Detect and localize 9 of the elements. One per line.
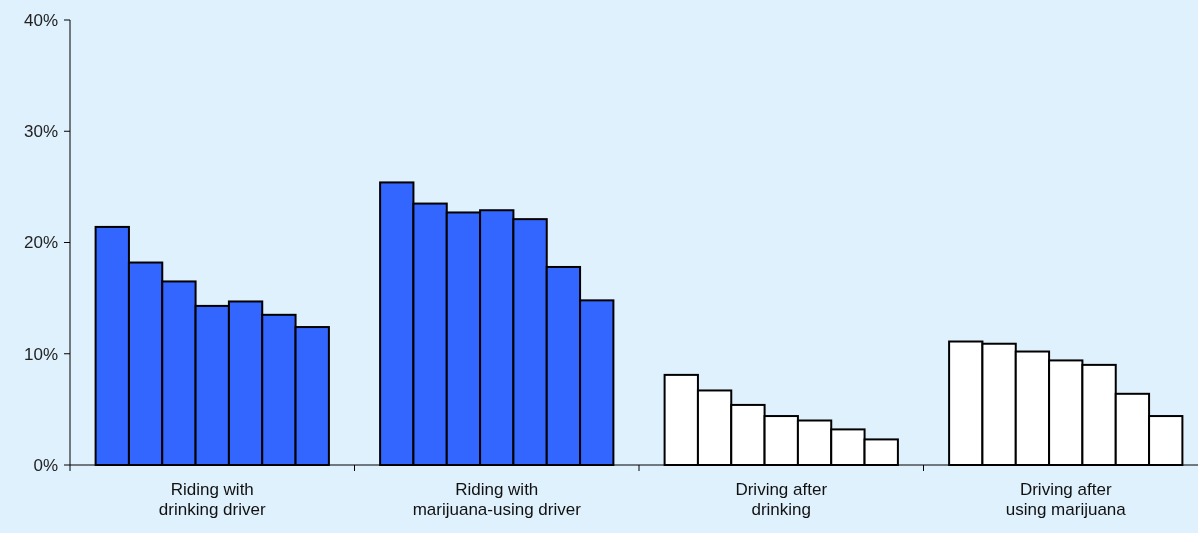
x-tick-label: Driving after using marijuana xyxy=(1005,480,1127,519)
x-tick-label: Riding with marijuana-using driver xyxy=(412,480,582,519)
x-tick-label: Driving after drinking xyxy=(735,480,828,519)
y-tick-label: 40% xyxy=(23,10,58,30)
y-tick-label: 30% xyxy=(23,122,58,142)
y-tick-label: 10% xyxy=(23,344,58,364)
y-tick-label: 20% xyxy=(23,233,58,253)
y-tick-label: 0% xyxy=(33,455,58,475)
x-tick-label: Riding with drinking driver xyxy=(158,480,266,519)
